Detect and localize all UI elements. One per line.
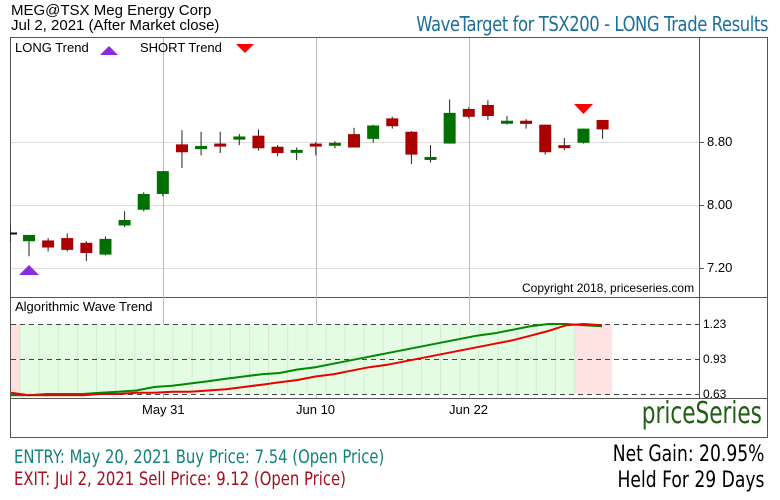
- wave-tick-0-93: 0.93: [703, 352, 727, 366]
- wave-panel-title: Algorithmic Wave Trend: [15, 299, 153, 314]
- candle: [520, 120, 533, 124]
- candlesticks: [23, 99, 609, 261]
- date-line: Jul 2, 2021 (After Market close): [11, 17, 220, 34]
- candle: [367, 125, 380, 139]
- current-price-marker: [10, 225, 17, 242]
- candle: [61, 238, 74, 250]
- candle: [596, 119, 609, 130]
- price-gridlines: [11, 142, 699, 269]
- y-tick-7-20: 7.20: [707, 260, 733, 275]
- wave-line-fast: [11, 323, 603, 397]
- trade-summary: Net Gain: 20.95% Held For 29 Days: [612, 442, 764, 494]
- candle: [252, 135, 265, 149]
- candle: [539, 124, 552, 153]
- x-tick-jun-10: Jun 10: [296, 402, 336, 417]
- page-title: WaveTarget for TSX200 - LONG Trade Resul…: [416, 12, 768, 36]
- stock-header: MEG@TSX Meg Energy Corp Jul 2, 2021 (Aft…: [11, 3, 219, 33]
- long-trend-legend-icon: [100, 46, 118, 55]
- candle: [80, 242, 93, 254]
- candle: [42, 240, 55, 248]
- candle: [156, 171, 169, 194]
- x-tick-may-31: May 31: [142, 402, 185, 417]
- long-trend-legend-label: LONG Trend: [15, 40, 89, 55]
- x-tick-jun-22: Jun 22: [449, 402, 489, 417]
- candle: [481, 104, 494, 117]
- candle: [195, 145, 208, 150]
- y-axis-ticks: [699, 142, 704, 269]
- candle: [462, 108, 475, 117]
- candle: [348, 134, 361, 148]
- entry-text: ENTRY: May 20, 2021 Buy Price: 7.54 (Ope…: [14, 446, 385, 468]
- wave-tick-1-23: 1.23: [703, 317, 727, 331]
- y-tick-8-00: 8.00: [707, 197, 733, 212]
- candle: [405, 131, 418, 155]
- short-trend-legend-label: SHORT Trend: [140, 40, 222, 55]
- candle: [577, 128, 590, 143]
- candle: [290, 149, 303, 153]
- candle: [214, 143, 227, 147]
- candle: [501, 120, 513, 124]
- candle: [233, 136, 246, 140]
- candle: [137, 193, 150, 210]
- exit-text: EXIT: Jul 2, 2021 Sell Price: 9.12 (Open…: [14, 468, 346, 490]
- candle: [443, 112, 456, 144]
- y-tick-8-80: 8.80: [707, 134, 733, 149]
- candle: [558, 145, 571, 149]
- wave-tick-0-63: 0.63: [703, 387, 727, 401]
- wave-lines: [10, 322, 603, 397]
- net-gain-text: Net Gain: 20.95%: [612, 442, 764, 467]
- short-trend-legend-icon: [236, 44, 254, 53]
- symbol-line: MEG@TSX Meg Energy Corp: [11, 2, 212, 19]
- candle: [118, 219, 131, 226]
- long-signal-marker-icon: [19, 265, 39, 275]
- candle: [23, 234, 35, 242]
- held-days-text: Held For 29 Days: [617, 468, 764, 493]
- short-signal-marker-icon: [574, 104, 593, 114]
- candle: [328, 142, 341, 146]
- wave-line-slow: [10, 322, 603, 397]
- candle: [271, 146, 284, 154]
- brand-logo: priceSeries: [641, 396, 762, 431]
- candle: [424, 156, 437, 160]
- copyright-text: Copyright 2018, priceseries.com: [522, 281, 695, 295]
- trade-details: ENTRY: May 20, 2021 Buy Price: 7.54 (Ope…: [14, 446, 384, 490]
- candle: [175, 144, 188, 153]
- candle: [309, 143, 322, 147]
- candle: [99, 238, 112, 255]
- candle: [386, 118, 399, 127]
